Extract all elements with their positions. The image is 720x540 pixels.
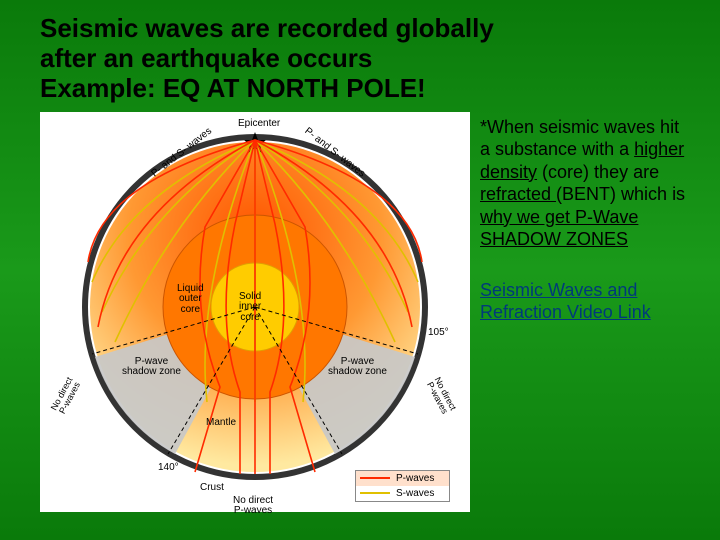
- outer-core-label: Liquidoutercore: [177, 284, 204, 316]
- shadow-zone-left-label: P-waveshadow zone: [122, 357, 181, 378]
- seismic-diagram: Epicenter P- and S- waves P- and S- wave…: [40, 112, 470, 512]
- shadow-zone-right-label: P-waveshadow zone: [328, 357, 387, 378]
- epicenter-label: Epicenter: [238, 118, 280, 129]
- title-line-3: Example: EQ AT NORTH POLE!: [40, 73, 426, 103]
- title-line-1: Seismic waves are recorded globally: [40, 13, 494, 43]
- wave-legend: P-waves S-waves: [355, 470, 450, 502]
- angle-140-label: 140°: [158, 462, 179, 473]
- legend-s-label: S-waves: [396, 488, 434, 499]
- angle-105-label: 105°: [428, 327, 449, 338]
- explanation-note: *When seismic waves hit a substance with…: [480, 116, 690, 251]
- no-direct-p-bottom-label: No directP-waves: [233, 496, 273, 517]
- mantle-label: Mantle: [206, 417, 236, 428]
- crust-label: Crust: [200, 482, 224, 493]
- video-link[interactable]: Seismic Waves and Refraction Video Link: [480, 279, 690, 324]
- inner-core-label: Solidinnercore: [239, 292, 261, 324]
- slide-title: Seismic waves are recorded globally afte…: [40, 14, 690, 104]
- legend-p-label: P-waves: [396, 473, 434, 484]
- title-line-2: after an earthquake occurs: [40, 43, 372, 73]
- text-column: *When seismic waves hit a substance with…: [480, 112, 690, 512]
